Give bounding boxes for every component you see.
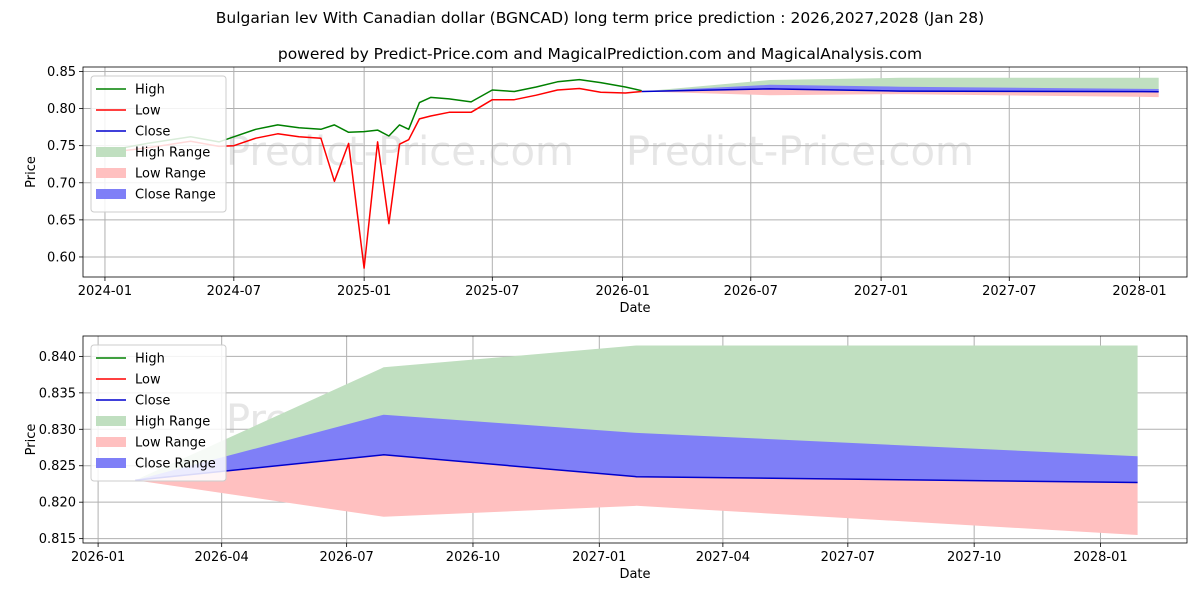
chart-panel-2: Predict-Price.comPredict-Price.com2026-0…: [24, 335, 1188, 582]
x-tick-label: 2026-01: [71, 550, 125, 565]
y-tick-label: 0.75: [47, 139, 76, 154]
legend-label: Low: [135, 373, 161, 388]
y-tick-label: 0.835: [39, 386, 76, 401]
legend-label: High: [135, 352, 165, 367]
plot-frame: [82, 66, 1188, 278]
y-tick-label: 0.820: [39, 496, 76, 511]
high-series-line: [114, 78, 642, 151]
y-tick-label: 0.830: [39, 423, 76, 438]
x-tick-label: 2026-10: [446, 550, 500, 565]
x-tick-label: 2028-01: [1112, 284, 1166, 299]
x-axis-label: Date: [619, 567, 650, 582]
legend-label: Low: [135, 104, 161, 119]
x-tick-label: 2027-04: [696, 550, 750, 565]
x-tick-label: 2025-07: [465, 284, 519, 299]
y-tick-label: 0.85: [47, 65, 76, 80]
x-tick-label: 2024-01: [78, 284, 132, 299]
y-tick-label: 0.70: [47, 176, 76, 191]
x-tick-label: 2027-01: [572, 550, 626, 565]
x-tick-label: 2026-07: [319, 550, 373, 565]
x-tick-label: 2027-10: [947, 550, 1001, 565]
legend-area-swatch: [96, 168, 126, 178]
x-axis-label: Date: [619, 301, 650, 316]
legend-label: Close: [135, 394, 170, 409]
legend-label: Low Range: [135, 167, 206, 182]
low-series-line: [114, 87, 642, 269]
close-range-area: [135, 414, 1138, 483]
legend-area-swatch: [96, 437, 126, 447]
legend-label: High Range: [135, 146, 210, 161]
watermark-text: Predict-Price.com: [226, 129, 574, 175]
x-tick-label: 2026-07: [724, 284, 778, 299]
x-tick-label: 2027-07: [982, 284, 1036, 299]
legend-area-swatch: [96, 189, 126, 199]
x-tick-label: 2027-07: [821, 550, 875, 565]
y-tick-label: 0.825: [39, 459, 76, 474]
x-tick-label: 2028-01: [1073, 550, 1127, 565]
legend-label: Close Range: [135, 457, 216, 472]
y-tick-label: 0.815: [39, 532, 76, 547]
low-range-area: [135, 454, 1138, 535]
y-tick-label: 0.840: [39, 350, 76, 365]
x-tick-label: 2024-07: [207, 284, 261, 299]
chart-subtitle: powered by Predict-Price.com and Magical…: [277, 45, 923, 63]
close-forecast-line: [641, 88, 1159, 93]
y-tick-label: 0.65: [47, 213, 76, 228]
close-forecast-line: [135, 454, 1138, 484]
x-tick-label: 2027-01: [854, 284, 908, 299]
plot-frame: [82, 335, 1188, 544]
x-tick-label: 2026-04: [195, 550, 249, 565]
legend-label: Close Range: [135, 188, 216, 203]
legend-label: Close: [135, 125, 170, 140]
y-axis-label: Price: [24, 156, 39, 188]
chart-title: Bulgarian lev With Canadian dollar (BGNC…: [215, 9, 985, 27]
legend-label: High: [135, 83, 165, 98]
low-range-area: [641, 88, 1159, 98]
y-tick-label: 0.60: [47, 250, 76, 265]
y-tick-label: 0.80: [47, 102, 76, 117]
legend-area-swatch: [96, 416, 126, 426]
legend-area-swatch: [96, 147, 126, 157]
x-tick-label: 2025-01: [337, 284, 391, 299]
y-axis-label: Price: [24, 424, 39, 456]
chart-panel-1: Predict-Price.com Predict-Price.com 2024-0…: [24, 65, 1188, 316]
close-range-area: [641, 84, 1159, 92]
legend-label: High Range: [135, 415, 210, 430]
legend-area-swatch: [96, 458, 126, 468]
watermark-text: Predict-Price.com: [626, 129, 974, 175]
legend-label: Low Range: [135, 436, 206, 451]
x-tick-label: 2026-01: [595, 284, 649, 299]
